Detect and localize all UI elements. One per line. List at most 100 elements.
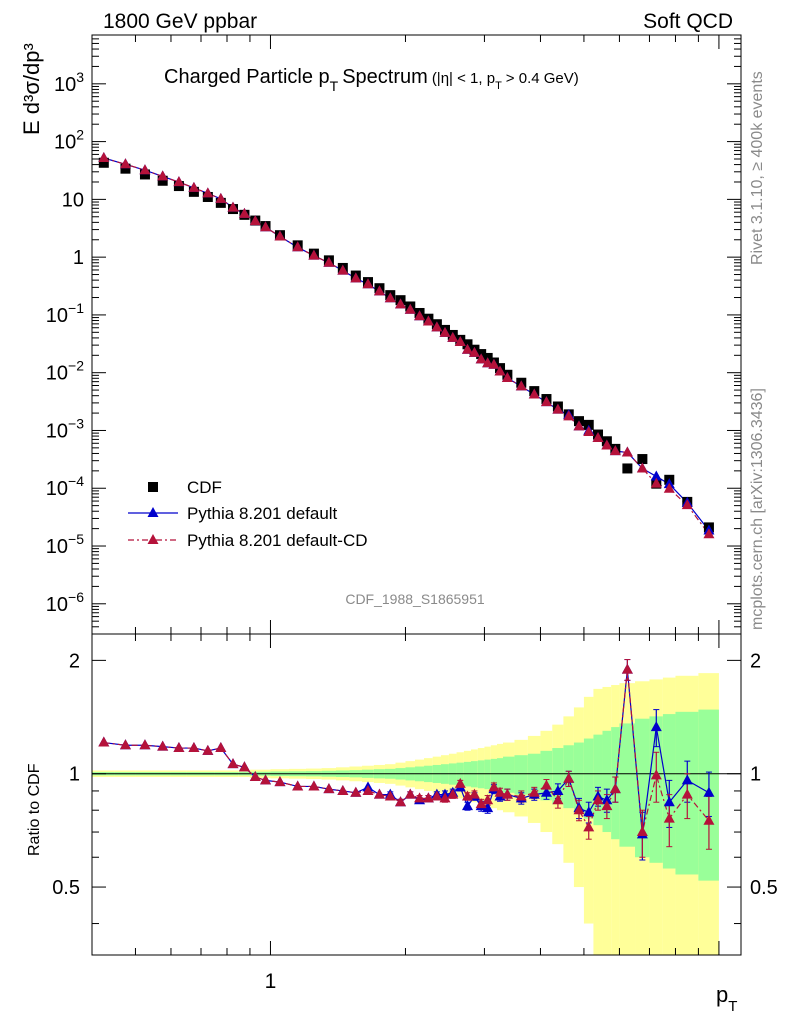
inner-band-segment (502, 756, 515, 793)
ratio-default-cd-point (563, 772, 575, 783)
ratio-default-cd-point (422, 792, 434, 803)
ratio-default-cd-point (308, 780, 320, 791)
ratio-default-cd-point (173, 742, 185, 753)
ratio-default-cd-point (488, 781, 500, 792)
ratio-default-cd-point (454, 777, 466, 788)
header-right: Soft QCD (643, 10, 733, 33)
title-main-suffix: Spectrum (342, 66, 428, 88)
inner-band-segment (497, 758, 503, 791)
title-cut-sub: T (495, 80, 502, 92)
main-title: Charged Particle pT Spectrum (|η| < 1, pT >… (164, 66, 579, 94)
cdf-point (120, 163, 131, 174)
ratio-frame (91, 633, 742, 956)
ratio-default-cd-point (323, 783, 335, 794)
ratio-default-cd-point (431, 790, 443, 801)
ratio-default-cd-point (439, 792, 451, 803)
ratio-y-tick-label-right: 2 (750, 650, 761, 672)
rivet-label: Rivet 3.1.10, ≥ 400k events (749, 71, 766, 265)
ratio-default-cd-point (384, 790, 396, 801)
inner-band-segment (552, 748, 564, 805)
ratio-default-cd-point (373, 788, 385, 799)
ratio-default-cd-point (249, 771, 261, 782)
legend-marker (148, 482, 158, 492)
default-cd-point (395, 298, 407, 309)
xlabel-sub: T (728, 998, 737, 1015)
default-cd-point (227, 201, 239, 212)
ratio-default-cd-point (139, 739, 151, 750)
default-cd-point (98, 152, 110, 163)
ratio-default-point (552, 784, 564, 795)
ratio-default-cd-point (515, 790, 527, 801)
default-cd-point (249, 215, 261, 226)
ratio-ylabel: Ratio to CDF (26, 763, 43, 856)
y-tick-label: 1 (73, 247, 84, 269)
default-cd-point (482, 357, 494, 368)
default-cd-point (188, 181, 200, 192)
default-cd-point (422, 315, 434, 326)
default-cd-point (274, 230, 286, 241)
default-cd-point (540, 396, 552, 407)
title-cut-b: > 0.4 GeV) (506, 70, 579, 87)
inner-band-segment (484, 759, 491, 790)
ratio-default-point (583, 806, 595, 817)
x-tick-label: 1 (265, 970, 277, 993)
default-cd-point (461, 343, 473, 354)
ratio-y-tick-label-right: 0.5 (750, 877, 778, 899)
ratio-default-cd-point (98, 736, 110, 747)
default-cd-point (501, 371, 513, 382)
default-cd-point (636, 462, 648, 473)
default-cd-point (573, 420, 585, 431)
ratio-default-cd-point (337, 784, 349, 795)
inner-band-segment (602, 730, 612, 833)
inner-band-segment (619, 723, 636, 847)
ratio-default-point (540, 786, 552, 797)
default-cd-point (488, 358, 500, 369)
ratio-default-cd-point (552, 794, 564, 805)
inner-band-segment (490, 758, 498, 791)
legend-label: Pythia 8.201 default-CD (187, 531, 368, 550)
default-cd-point (139, 164, 151, 175)
inner-band-segment (540, 750, 553, 801)
default-cd-point (350, 272, 362, 283)
main-series-group (98, 152, 715, 539)
ratio-y-tick-label: 1 (69, 764, 80, 786)
y-tick-label: 10−1 (46, 300, 84, 327)
default-cd-point (609, 445, 621, 456)
main-line-default (103, 157, 710, 531)
cdf-point (139, 169, 150, 180)
ratio-default-cd-point (215, 742, 227, 753)
inner-band-segment (593, 734, 603, 826)
ratio-default-cd-point (494, 786, 506, 797)
inner-band-segment (583, 738, 594, 819)
default-cd-point (119, 158, 131, 169)
default-cd-point (515, 380, 527, 391)
default-cd-point (552, 403, 564, 414)
default-cd-point (494, 365, 506, 376)
ratio-y-tick-label-right: 1 (750, 764, 761, 786)
ratio-default-cd-point (350, 786, 362, 797)
ratio-default-cd-point (528, 786, 540, 797)
inner-band-segment (527, 753, 541, 797)
default-cd-point (681, 499, 693, 510)
ratio-default-point (650, 721, 662, 732)
default-cd-point (337, 264, 349, 275)
default-cd-point (439, 326, 451, 337)
ratio-default-point (461, 800, 473, 811)
ratio-line-default-cd (103, 669, 710, 833)
analysis-label: CDF_1988_S1865951 (345, 591, 485, 607)
default-cd-point (663, 482, 675, 493)
ratio-default-cd-point (573, 804, 585, 815)
ratio-default-cd-point (362, 784, 374, 795)
default-cd-point (601, 439, 613, 450)
ratio-default-cd-point (447, 788, 459, 799)
title-main-text: Charged Particle p (164, 66, 330, 88)
ratio-default-cd-point (260, 774, 272, 785)
default-cd-point (592, 432, 604, 443)
ratio-default-cd-point (414, 792, 426, 803)
ratio-y-tick-label: 0.5 (52, 877, 80, 899)
ratio-default-cd-point (119, 739, 131, 750)
ratio-default-cd-point (501, 788, 513, 799)
inner-band-segment (573, 742, 584, 813)
default-cd-point (475, 353, 487, 364)
